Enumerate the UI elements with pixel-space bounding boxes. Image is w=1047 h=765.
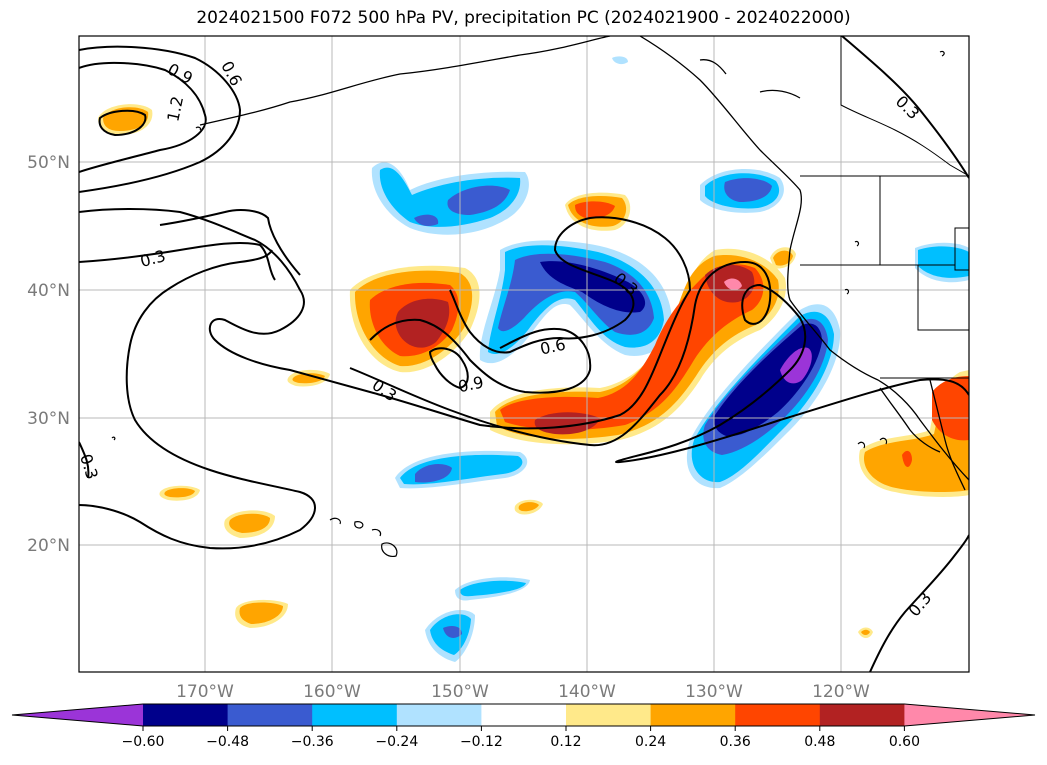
positive-anomaly-fill [239, 602, 283, 624]
colorbar-min-extension [12, 704, 143, 726]
lat-label: 50°N [27, 153, 70, 173]
colorbar-segment [566, 704, 652, 726]
negative-anomaly-fill [724, 178, 772, 202]
lat-label: 30°N [27, 409, 70, 429]
colorbar-segment [312, 704, 398, 726]
lon-label: 160°W [303, 682, 361, 702]
positive-anomaly-fill [103, 107, 149, 131]
colorbar-tick-label: −0.48 [206, 734, 249, 750]
lat-label: 20°N [27, 536, 70, 556]
negative-anomaly-fill [612, 56, 628, 65]
positive-anomaly-fill [902, 450, 912, 467]
gridlines [79, 36, 969, 672]
positive-anomaly-fill [575, 201, 615, 219]
colorbar-segment [227, 704, 313, 726]
negative-anomaly-fill [443, 626, 462, 638]
colorbar-segment [396, 704, 482, 726]
negative-anomaly-fill [460, 580, 526, 597]
positive-anomaly-fill [773, 250, 793, 266]
negative-anomaly-fill [780, 347, 812, 384]
positive-anomaly-fill [229, 513, 270, 533]
colorbar-tick-label: 0.12 [550, 734, 581, 750]
pv-contours [79, 36, 969, 672]
negative-anomaly-fill [415, 464, 452, 483]
lon-label: 150°W [431, 682, 489, 702]
precipitation-fill-layer [98, 56, 969, 662]
contour-label: 0.3 [76, 452, 102, 482]
colorbar-tick-label: −0.36 [291, 734, 334, 750]
colorbar-tick-label: −0.24 [375, 734, 418, 750]
positive-anomaly-fill [861, 629, 870, 635]
colorbar-tick-label: 0.60 [889, 734, 920, 750]
colorbar-tick-label: −0.60 [122, 734, 165, 750]
contour-label: 1.2 [163, 94, 187, 123]
negative-anomaly-fill [540, 261, 646, 313]
positive-anomaly-fill [292, 373, 325, 384]
positive-anomaly-fill [395, 298, 450, 348]
colorbar-segment [650, 704, 736, 726]
colorbar-segment [735, 704, 821, 726]
lon-label: 130°W [685, 682, 743, 702]
positive-anomaly-fill [164, 488, 195, 498]
negative-anomaly-fill [414, 214, 439, 226]
negative-anomaly-fill [498, 253, 654, 335]
colorbar-segment [481, 704, 567, 726]
positive-anomaly-fill [724, 278, 742, 291]
colorbar-segment [143, 704, 229, 726]
contour-label: 0.6 [538, 335, 567, 359]
positive-anomaly-fill [500, 264, 764, 430]
lon-label: 140°W [558, 682, 616, 702]
plot-frame [78, 35, 970, 673]
latitude-axis: 50°N 40°N 30°N 20°N [27, 153, 70, 556]
positive-anomaly-fill [518, 502, 539, 512]
islands [111, 50, 945, 557]
lon-label: 120°W [812, 682, 870, 702]
negative-anomaly-fill [447, 185, 510, 215]
longitude-axis: 170°W 160°W 150°W 140°W 130°W 120°W [176, 682, 870, 702]
map-title: 2024021500 F072 500 hPa PV, precipitatio… [196, 8, 851, 28]
lat-label: 40°N [27, 281, 70, 301]
lon-label: 170°W [176, 682, 234, 702]
colorbar-tick-label: 0.36 [720, 734, 751, 750]
colorbar-tick-label: −0.12 [460, 734, 503, 750]
contour-label: 0.9 [456, 372, 485, 396]
country-borders [800, 36, 969, 379]
colorbar: −0.60 −0.48 −0.36 −0.24 −0.12 0.12 0.24 0.36 0.4… [11, 703, 1036, 750]
colorbar-max-extension [904, 704, 1035, 726]
colorbar-tick-label: 0.24 [635, 734, 666, 750]
colorbar-tick-label: 0.48 [804, 734, 835, 750]
negative-anomaly-fill [379, 167, 521, 227]
coastlines [199, 36, 969, 491]
colorbar-segment [819, 704, 905, 726]
